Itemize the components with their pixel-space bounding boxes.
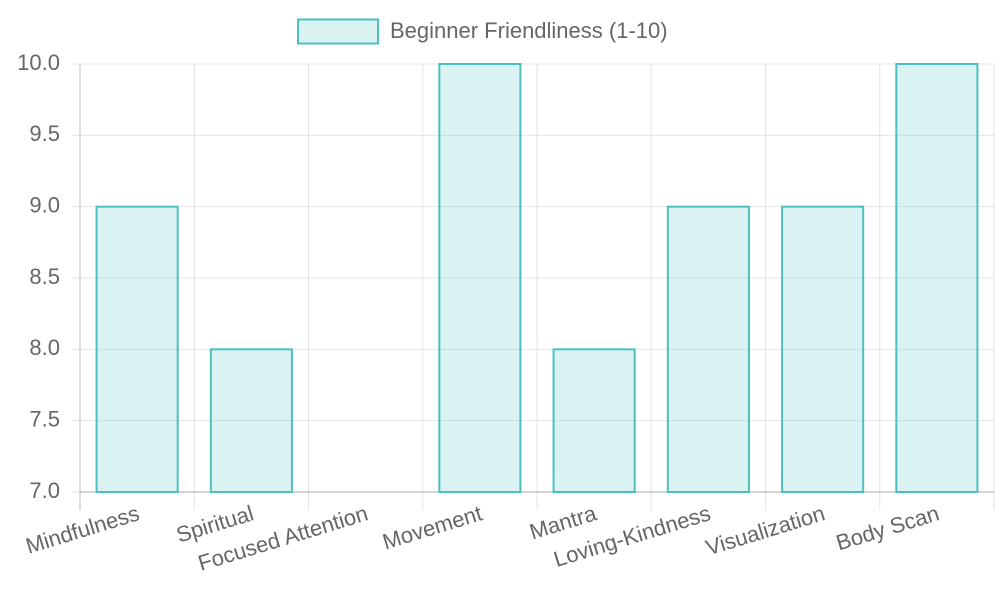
x-tick-label: Body Scan (833, 500, 942, 555)
bar (438, 63, 522, 493)
bar (781, 205, 865, 494)
y-tick-label: 8.0 (29, 335, 60, 360)
y-tick-label: 9.5 (29, 121, 60, 146)
bar (666, 205, 750, 494)
legend-swatch (297, 18, 379, 45)
y-tick-label: 8.5 (29, 264, 60, 289)
y-tick-label: 9.0 (29, 192, 60, 217)
bar (209, 348, 293, 494)
y-tick-label: 7.0 (29, 478, 60, 503)
legend-label: Beginner Friendliness (1-10) (390, 18, 668, 43)
y-tick-label: 10.0 (17, 50, 60, 75)
x-tick-label: Mindfulness (23, 500, 143, 558)
y-tick-label: 7.5 (29, 406, 60, 431)
x-tick-label: Movement (379, 500, 485, 554)
bar (95, 205, 179, 494)
bar (552, 348, 636, 494)
bar (895, 63, 979, 493)
